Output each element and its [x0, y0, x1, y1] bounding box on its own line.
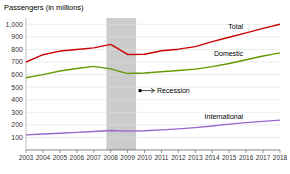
y-axis-line	[26, 18, 27, 150]
y-tick-label: 400	[11, 96, 23, 103]
y-tick-label: 100	[11, 134, 23, 141]
grid-line	[26, 74, 280, 75]
chart: 100 200 300 400 500 600 700 800 900 1,000 20032004…	[0, 0, 290, 174]
recession-key-arrow	[140, 90, 154, 91]
x-tick	[280, 150, 281, 153]
y-tick-label: 1,000	[5, 21, 23, 28]
x-tick	[42, 150, 43, 153]
y-tick-label: 300	[11, 109, 23, 116]
x-tick	[263, 150, 264, 153]
x-tick-label: 2004	[36, 154, 51, 161]
x-tick	[212, 150, 213, 153]
series-label: Domestic	[214, 50, 244, 57]
series-label: Total	[228, 23, 243, 30]
recession-label: Recession	[157, 87, 190, 94]
grid-line	[26, 36, 280, 37]
y-tick-label: 900	[11, 33, 23, 40]
x-tick	[76, 150, 77, 153]
grid-line	[26, 137, 280, 138]
x-tick-label: 2007	[86, 154, 101, 161]
series-line	[26, 120, 280, 135]
x-tick-label: 2017	[256, 154, 271, 161]
x-tick-label: 2010	[137, 154, 152, 161]
y-tick-label: 500	[11, 84, 23, 91]
y-tick-label: 700	[11, 58, 23, 65]
x-tick-label: 2006	[70, 154, 85, 161]
x-tick-label: 2013	[188, 154, 203, 161]
y-axis-label: Passengers (in millions)	[4, 3, 84, 12]
lines-group	[26, 24, 280, 135]
recession-key-arrowhead	[151, 88, 155, 92]
x-tick	[110, 150, 111, 153]
grid-line	[26, 87, 280, 88]
x-tick-label: 2014	[205, 154, 220, 161]
series-line	[26, 24, 280, 62]
x-tick	[229, 150, 230, 153]
x-tick	[26, 150, 27, 153]
x-tick-label: 2005	[53, 154, 68, 161]
grid-line	[26, 99, 280, 100]
x-tick-label: 2008	[103, 154, 118, 161]
x-tick	[178, 150, 179, 153]
x-tick	[195, 150, 196, 153]
x-tick-label: 2016	[239, 154, 254, 161]
x-tick	[59, 150, 60, 153]
x-tick-label: 2018	[273, 154, 288, 161]
x-tick-label: 2009	[120, 154, 135, 161]
y-tick-label: 800	[11, 46, 23, 53]
x-axis-line	[26, 150, 280, 151]
x-tick-label: 2015	[222, 154, 237, 161]
grid-line	[26, 124, 280, 125]
series-label: International	[205, 113, 244, 120]
y-tick-label: 200	[11, 121, 23, 128]
grid-line	[26, 62, 280, 63]
x-tick	[144, 150, 145, 153]
x-tick-label: 2003	[19, 154, 34, 161]
x-tick	[93, 150, 94, 153]
x-tick-label: 2012	[171, 154, 186, 161]
y-tick-label: 600	[11, 71, 23, 78]
x-tick	[246, 150, 247, 153]
x-tick-label: 2011	[154, 154, 168, 161]
x-tick	[127, 150, 128, 153]
x-tick	[161, 150, 162, 153]
